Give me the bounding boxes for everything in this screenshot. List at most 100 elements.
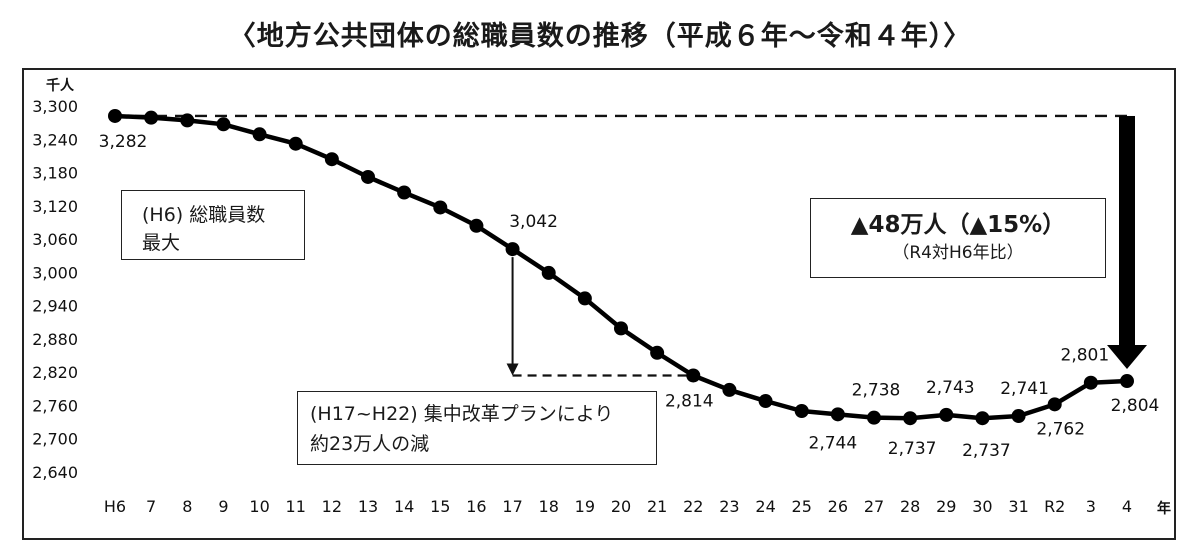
y-tick-label: 3,060 xyxy=(32,230,78,249)
data-label: 2,801 xyxy=(1061,346,1110,366)
x-tick-label: H6 xyxy=(104,497,126,516)
chart-title: 〈地方公共団体の総職員数の推移（平成６年～令和４年）〉 xyxy=(228,21,972,52)
data-point xyxy=(758,394,773,409)
x-tick-label: 3 xyxy=(1086,497,1096,516)
y-tick-label: 3,000 xyxy=(32,263,78,282)
y-axis-ticks: 3,300 3,240 3,180 3,120 3,060 3,000 2,940 2,880… xyxy=(32,97,78,482)
data-labels: 3,282 3,042 2,814 2,744 2,738 2,737 2,743 2,737… xyxy=(99,132,1160,461)
data-point xyxy=(433,200,448,215)
x-unit-label: 年 xyxy=(1157,500,1171,517)
x-tick-label: 30 xyxy=(972,497,992,516)
x-tick-label: 24 xyxy=(755,497,775,516)
y-tick-label: 3,180 xyxy=(32,164,78,183)
data-point xyxy=(1083,375,1098,390)
annotation-arrows xyxy=(506,115,1147,376)
data-point xyxy=(686,368,701,383)
data-point xyxy=(1047,397,1062,412)
data-point xyxy=(794,404,809,418)
data-label: 2,741 xyxy=(1000,379,1049,399)
data-point xyxy=(541,265,556,280)
x-tick-label: 15 xyxy=(430,497,450,516)
x-tick-label: 8 xyxy=(182,497,192,516)
x-tick-label: 12 xyxy=(322,497,342,516)
x-axis-ticks: H6 7 8 9 10 11 12 13 14 15 16 17 18 19 20 21 22 23 24 25 26 2… xyxy=(104,497,1132,516)
x-tick-label: 13 xyxy=(358,497,378,516)
y-tick-label: 3,120 xyxy=(32,197,78,216)
data-point xyxy=(180,113,195,128)
x-tick-label: 19 xyxy=(575,497,595,516)
data-point xyxy=(324,152,339,167)
x-tick-label: 25 xyxy=(792,497,812,516)
max-annotation-line2: 最大 xyxy=(142,232,181,254)
reduction-arrow-head xyxy=(1107,345,1147,370)
x-tick-label: 23 xyxy=(719,497,739,516)
y-tick-label: 2,820 xyxy=(32,363,78,382)
x-tick-label: 16 xyxy=(466,497,486,516)
data-point xyxy=(505,242,520,257)
reduction-annotation-box: ▲48万人（▲15%） （R4対H6年比） xyxy=(810,198,1106,278)
data-point xyxy=(108,108,122,123)
chart-frame xyxy=(22,68,1176,540)
y-tick-label: 2,940 xyxy=(32,297,78,316)
series-points xyxy=(108,108,1134,426)
reference-lines xyxy=(115,114,1133,377)
data-point xyxy=(397,185,412,200)
data-label: 2,814 xyxy=(665,392,714,412)
y-tick-label: 3,240 xyxy=(32,130,78,149)
data-point xyxy=(867,410,881,425)
data-point xyxy=(361,169,375,184)
data-label: 3,282 xyxy=(99,132,148,152)
x-tick-label: 26 xyxy=(828,497,848,516)
data-point xyxy=(1011,408,1026,423)
x-tick-label: 7 xyxy=(146,497,156,516)
max-annotation-line1: (H6) 総職員数 xyxy=(142,204,266,226)
data-label: 2,744 xyxy=(809,433,858,453)
data-point xyxy=(288,136,303,151)
y-tick-label: 2,880 xyxy=(32,330,78,349)
data-point xyxy=(975,411,990,426)
data-point xyxy=(939,407,954,422)
plan-annotation-line2: 約23万人の減 xyxy=(310,433,430,455)
max-annotation-box: (H6) 総職員数 最大 xyxy=(121,190,305,260)
x-tick-label: 4 xyxy=(1122,497,1132,516)
data-label: 2,737 xyxy=(888,439,937,459)
x-tick-label: 11 xyxy=(286,497,306,516)
data-point xyxy=(469,218,484,233)
y-tick-label: 2,700 xyxy=(32,430,78,449)
plan-arrow-head xyxy=(506,363,519,376)
x-tick-label: 17 xyxy=(502,497,522,516)
x-tick-label: R2 xyxy=(1044,497,1065,516)
x-tick-label: 21 xyxy=(647,497,667,516)
x-tick-label: 31 xyxy=(1008,497,1028,516)
y-tick-label: 2,760 xyxy=(32,396,78,415)
data-point xyxy=(650,345,665,360)
y-tick-label: 2,640 xyxy=(32,463,78,482)
x-tick-label: 14 xyxy=(394,497,414,516)
data-point xyxy=(903,411,918,426)
x-tick-label: 28 xyxy=(900,497,920,516)
data-label: 3,042 xyxy=(509,212,558,232)
data-point xyxy=(577,291,592,306)
data-label: 2,737 xyxy=(962,441,1011,461)
x-tick-label: 10 xyxy=(249,497,269,516)
plan-annotation-line1: (H17~H22) 集中改革プランにより xyxy=(310,403,614,425)
data-point xyxy=(722,382,737,397)
reduction-arrow-shaft xyxy=(1119,115,1135,348)
data-point xyxy=(614,321,628,336)
y-tick-label: 3,300 xyxy=(32,97,78,116)
data-point xyxy=(1120,374,1134,389)
x-tick-label: 18 xyxy=(539,497,559,516)
data-label: 2,738 xyxy=(852,381,901,401)
x-tick-label: 9 xyxy=(218,497,228,516)
x-tick-label: 20 xyxy=(611,497,631,516)
plan-annotation-box: (H17~H22) 集中改革プランにより 約23万人の減 xyxy=(297,391,657,465)
data-label: 2,762 xyxy=(1036,419,1085,439)
data-point xyxy=(144,110,159,125)
data-point xyxy=(216,117,231,132)
x-tick-label: 22 xyxy=(683,497,703,516)
reduction-amount: ▲48万人（▲15%） xyxy=(850,212,1066,238)
reduction-basis: （R4対H6年比） xyxy=(892,243,1024,263)
data-point xyxy=(830,407,845,422)
